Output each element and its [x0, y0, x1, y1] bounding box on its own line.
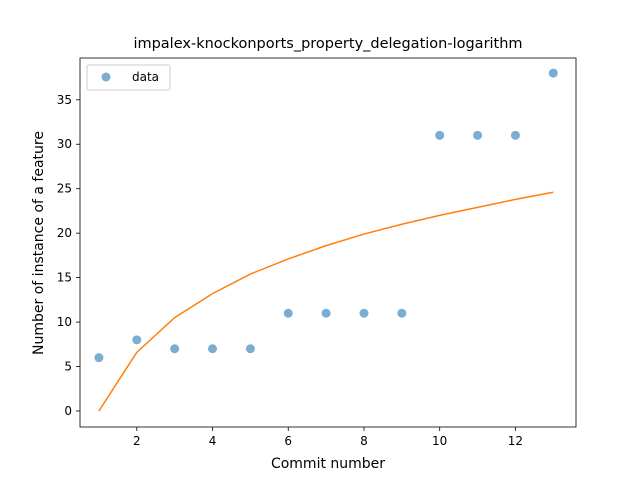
data-point	[473, 130, 483, 140]
data-point	[548, 68, 558, 78]
y-axis-label: Number of instance of a feature	[31, 131, 47, 355]
fit-line	[98, 191, 554, 412]
data-point	[208, 344, 218, 354]
legend-marker-data	[101, 72, 111, 82]
data-point	[283, 308, 293, 318]
data-point	[132, 335, 142, 345]
data-point	[510, 130, 520, 140]
x-tick-label: 4	[209, 434, 217, 448]
data-point	[321, 308, 331, 318]
x-tick-label: 8	[360, 434, 368, 448]
y-tick-label: 15	[57, 271, 72, 285]
y-tick-label: 0	[64, 404, 72, 418]
chart-title: impalex-knockonports_property_delegation…	[133, 36, 522, 52]
y-tick-label: 30	[57, 137, 72, 151]
marks-layer	[94, 68, 558, 412]
x-tick-label: 10	[432, 434, 447, 448]
x-tick-label: 6	[284, 434, 292, 448]
x-tick-label: 12	[508, 434, 523, 448]
plot-frame	[79, 57, 577, 428]
axes-frame	[79, 57, 577, 428]
y-tick-label: 10	[57, 315, 72, 329]
data-point	[359, 308, 369, 318]
data-point	[245, 344, 255, 354]
legend-box	[86, 64, 171, 91]
y-tick-label: 25	[57, 182, 72, 196]
y-tick-label: 20	[57, 226, 72, 240]
data-point	[170, 344, 180, 354]
x-tick-label: 2	[133, 434, 141, 448]
legend-label-data: data	[132, 70, 159, 84]
y-tick-label: 5	[64, 360, 72, 374]
y-tick-label: 35	[57, 93, 72, 107]
data-point	[435, 130, 445, 140]
data-point	[397, 308, 407, 318]
data-point	[94, 353, 104, 363]
legend: data	[86, 64, 171, 91]
ticks-layer: 2 4 6 8 10 12 0 5 10 15 20 25 30 35	[57, 93, 523, 448]
x-axis-label: Commit number	[271, 456, 385, 472]
